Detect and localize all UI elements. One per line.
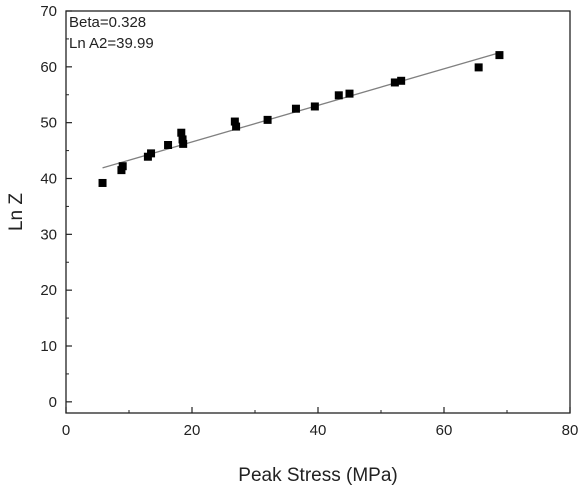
data-point — [334, 91, 343, 100]
plot-frame — [65, 10, 571, 414]
data-point — [179, 139, 188, 148]
x-tick-label: 20 — [184, 422, 201, 439]
y-tick-label: 0 — [49, 394, 57, 411]
data-point — [147, 149, 156, 158]
x-axis-title: Peak Stress (MPa) — [238, 465, 397, 486]
data-points-layer — [98, 51, 504, 187]
data-point — [390, 78, 399, 87]
data-point — [263, 115, 272, 124]
y-tick-label: 20 — [40, 282, 57, 299]
data-point — [230, 117, 239, 126]
data-point — [495, 51, 504, 60]
y-tick-label: 10 — [40, 338, 57, 355]
annotation-ln-a2: Ln A2=39.99 — [69, 35, 154, 52]
y-tick-label: 30 — [40, 226, 57, 243]
x-tick-label: 60 — [436, 422, 453, 439]
data-point — [177, 128, 186, 137]
y-axis-title: Ln Z — [6, 193, 27, 231]
data-point — [232, 122, 241, 131]
x-tick-label: 0 — [62, 422, 70, 439]
y-tick-label: 60 — [40, 59, 57, 76]
annotation-beta: Beta=0.328 — [69, 14, 146, 31]
y-tick-label: 70 — [40, 3, 57, 20]
x-tick-label: 80 — [562, 422, 579, 439]
ticks-layer — [65, 10, 571, 413]
data-point — [345, 89, 354, 98]
y-tick-label: 50 — [40, 115, 57, 132]
data-point — [98, 178, 107, 187]
tick-labels-layer: 0 20 40 60 80 0 10 20 30 40 50 60 70 — [40, 3, 578, 439]
data-point — [178, 135, 187, 144]
data-point — [310, 102, 319, 111]
y-tick-label: 40 — [40, 171, 57, 188]
data-point — [164, 141, 173, 149]
data-point — [474, 63, 483, 72]
data-point — [291, 104, 300, 113]
linear-fit-line — [102, 51, 501, 169]
data-point — [118, 162, 127, 171]
x-tick-label: 40 — [310, 422, 327, 439]
data-point — [397, 76, 406, 85]
fit-line-layer — [102, 51, 501, 169]
